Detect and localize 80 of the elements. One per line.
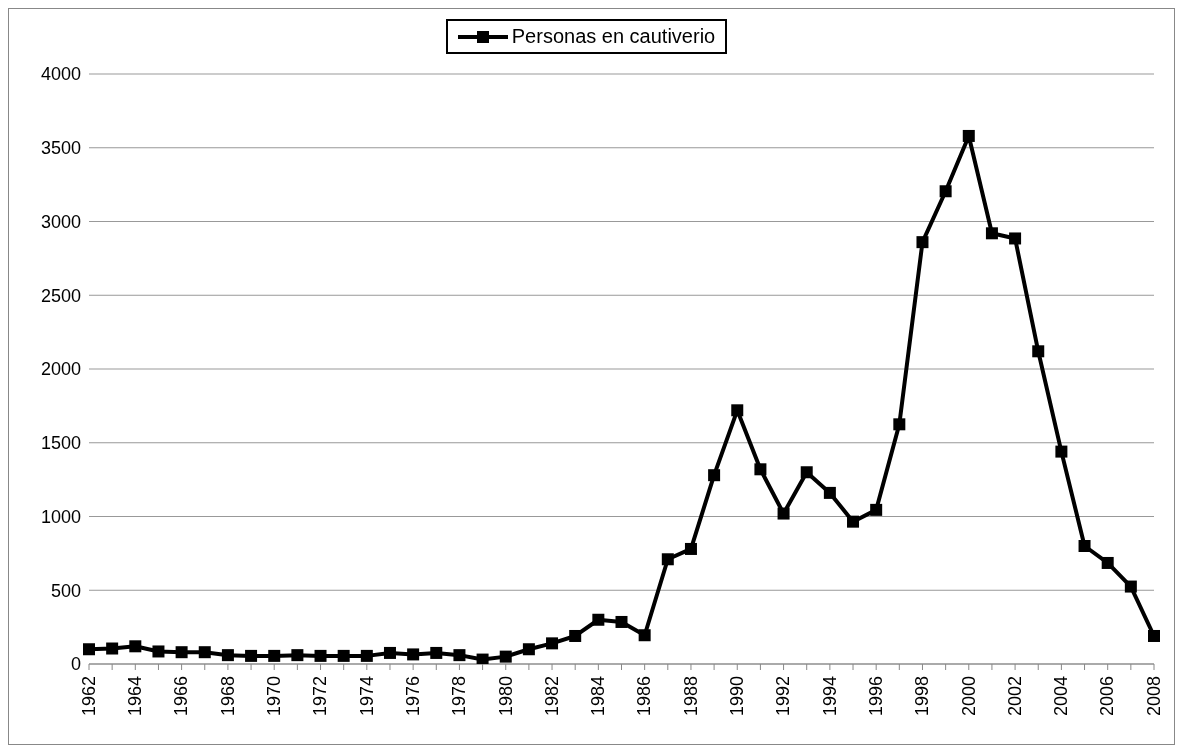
y-tick-label: 4000 [40,64,81,85]
point [1148,629,1160,642]
x-tick-label: 1974 [356,676,377,717]
point [962,129,975,142]
x-tick-label: 1976 [402,676,423,717]
legend-label: Personas en cautiverio [511,25,716,48]
x-tick-label: 1982 [541,676,562,717]
y-tick-label: 3000 [40,211,81,232]
x-tick-label: 1970 [264,676,284,717]
point [569,629,582,642]
point [615,615,628,628]
x-tick-label: 1986 [634,676,655,717]
point [847,515,860,528]
x-tick-label: 1964 [125,676,146,717]
y-tick-label: 2000 [40,359,81,380]
point [245,649,258,662]
point [823,486,836,499]
x-tick-label: 1966 [171,676,192,717]
point [198,646,211,659]
point [1101,556,1114,569]
point [731,404,744,417]
point [314,649,327,662]
x-tick-label: 1972 [310,676,331,717]
point [708,469,721,482]
point [638,629,651,642]
x-tick-label: 2006 [1097,676,1118,717]
point [129,640,142,653]
x-tick-label: 1962 [78,676,99,717]
x-tick-label: 2000 [958,676,979,717]
point [383,646,396,659]
x-tick-label: 1980 [495,676,516,717]
point [83,643,95,656]
point [175,646,188,659]
point [1009,232,1022,245]
y-tick-label: 1500 [40,433,81,454]
point [546,637,559,650]
point [916,236,929,249]
point [337,649,350,662]
point [430,646,443,659]
point [1124,580,1137,593]
point [985,227,998,240]
x-tick-label: 2002 [1004,676,1025,717]
y-tick-label: 500 [50,580,81,601]
x-tick-label: 1984 [588,676,609,717]
x-tick-label: 1992 [773,676,794,717]
point [800,466,813,479]
point [777,507,790,520]
point [870,503,883,516]
x-tick-label: 2008 [1143,676,1164,717]
point [106,642,119,655]
point [221,649,234,662]
x-tick-label: 1978 [449,676,470,717]
y-tick-label: 1000 [40,506,81,527]
point [407,648,420,661]
y-tick-label: 3500 [40,138,81,159]
x-tick-label: 1988 [680,676,701,717]
point [754,463,767,476]
point [268,649,281,662]
point [1055,445,1068,458]
x-tick-label: 1968 [217,676,238,717]
point [1032,345,1045,358]
point [476,653,489,664]
point [499,650,512,663]
x-tick-label: 1994 [819,676,840,717]
x-tick-label: 1998 [912,676,933,717]
point [360,649,373,662]
point [592,613,605,626]
point [684,542,697,555]
point [291,649,304,662]
point [522,643,535,656]
y-tick-label: 2500 [40,285,81,306]
x-tick-label: 1990 [727,676,748,717]
point [1078,540,1091,552]
x-tick-label: 2004 [1051,676,1072,717]
point [893,418,906,431]
y-tick-label: 0 [70,654,81,675]
x-tick-label: 1996 [865,676,886,717]
point [661,553,674,566]
point [152,645,165,658]
point [453,649,466,662]
